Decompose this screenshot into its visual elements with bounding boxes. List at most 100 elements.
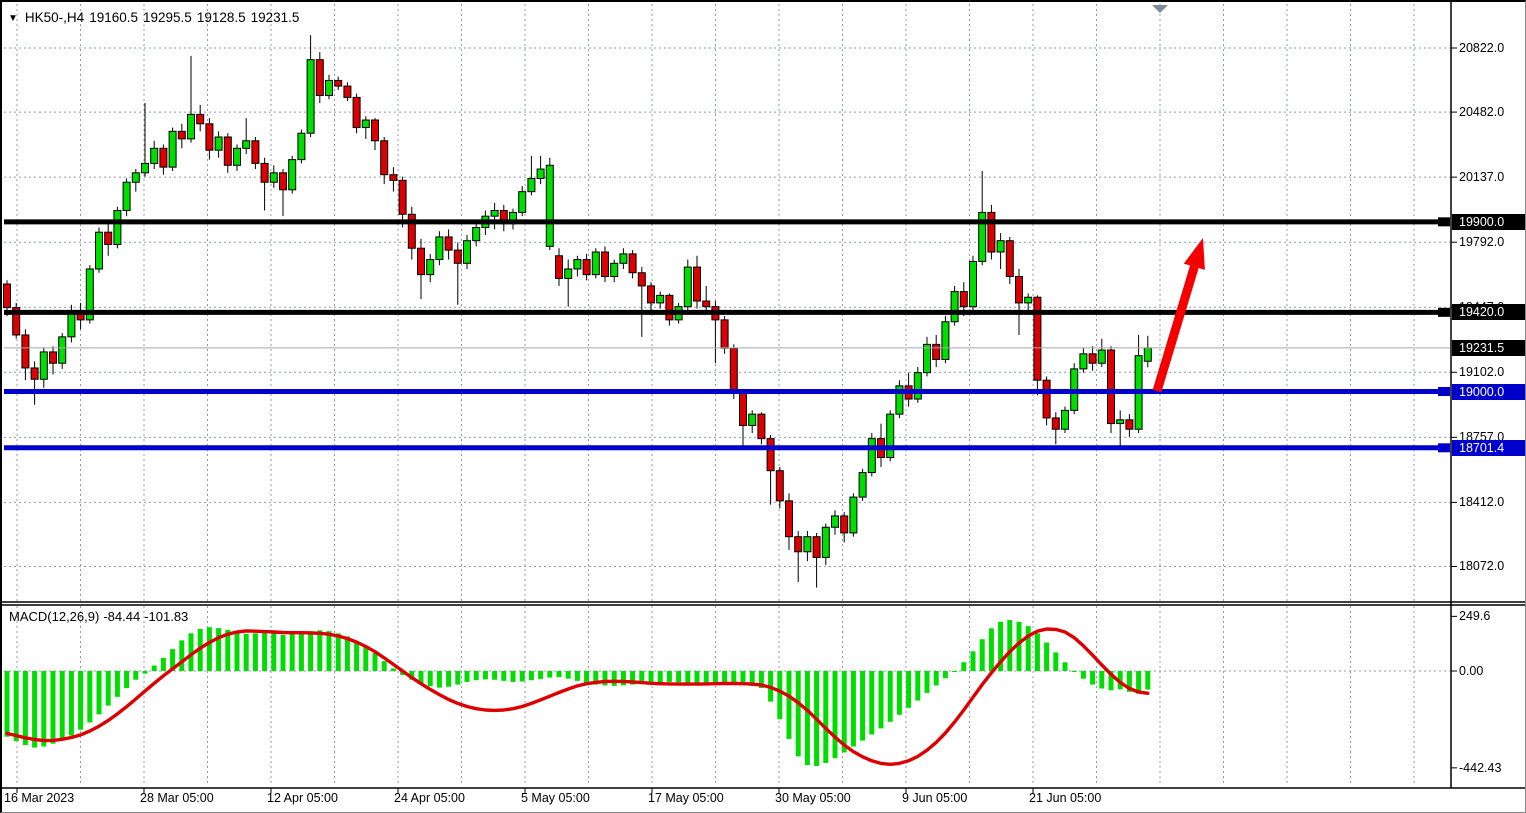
macd-histogram-bar [68,671,74,736]
candlestick [1005,240,1014,278]
candlestick [398,179,407,215]
macd-histogram-bar [1016,621,1022,671]
candlestick [739,392,747,426]
macd-histogram-bar [188,633,194,671]
candlestick [3,283,11,309]
macd-histogram-bar [1145,671,1151,690]
candlestick [950,291,959,323]
macd-histogram-bar [915,671,921,701]
macd-histogram-bar [777,671,783,720]
candlestick [1107,349,1115,425]
macd-histogram-bar [850,671,856,747]
candlestick [297,132,306,161]
macd-histogram-bar [335,633,341,671]
candlestick [177,130,186,140]
macd-histogram-bar [565,671,571,679]
macd-histogram-bar [519,671,525,682]
trend-arrow-shaft[interactable] [1152,265,1199,393]
macd-histogram-bar [1080,671,1086,679]
price-axis-label: 20822.0 [1459,41,1505,55]
macd-histogram-bar [418,671,424,684]
price-axis-label: 20137.0 [1459,170,1505,185]
macd-histogram-bar [344,636,350,671]
macd-histogram-bar [179,640,185,671]
candlestick [794,536,803,553]
candlestick [702,300,711,308]
macd-histogram-bar [574,671,580,681]
macd-histogram-bar [979,639,985,671]
macd-histogram-bar [666,671,672,682]
macd-histogram-bar [464,671,470,682]
macd-histogram-bar [455,671,461,685]
candlestick [748,413,757,426]
macd-histogram-bar [298,632,304,671]
macd-histogram-bar [78,671,84,730]
candlestick [886,413,895,459]
macd-signal-line [5,627,1150,766]
candlestick [1042,379,1051,419]
macd-histogram-bar [234,632,240,671]
candlestick [223,136,232,166]
macd-histogram-bar [1126,671,1132,692]
macd-histogram-bar [676,671,682,683]
price-axis-label: 19792.0 [1459,235,1505,250]
macd-main-value: -84.44 [103,609,141,624]
candlestick [1125,419,1134,430]
candlestick [978,211,987,262]
candlestick [545,164,554,247]
macd-histogram-bar [547,671,553,678]
price-axis-label: 18412.0 [1459,495,1505,510]
ohlc-high: 19295.5 [143,10,192,25]
candlestick [518,191,527,213]
candlestick [867,438,876,474]
macd-histogram-bar [998,621,1004,671]
trend-arrow-head[interactable] [1183,238,1205,270]
candlestick [1088,353,1097,364]
candlestick [12,307,21,336]
candlestick [113,210,122,245]
macd-histogram-bar [1062,662,1068,671]
candlestick [435,236,444,261]
time-axis-label: 9 Jun 05:00 [902,791,968,805]
candlestick [637,272,646,287]
candlestick [536,168,545,179]
macd-histogram-bar [280,634,286,671]
candlestick [591,251,600,276]
macd-histogram-bar [409,671,415,680]
candlestick [527,177,536,193]
time-axis-label: 30 May 05:00 [775,791,851,805]
hline-handle[interactable] [1438,307,1450,317]
macd-histogram-bar [243,633,249,671]
candlestick [785,500,793,538]
candlestick [729,347,738,394]
macd-indicator-label: MACD(12,26,9) -84.44 -101.83 [9,609,192,624]
candlestick [840,515,849,534]
candlestick [619,253,628,264]
macd-histogram-bar [142,671,148,674]
hline-handle[interactable] [1438,443,1450,453]
macd-histogram-bar [501,671,507,681]
candlestick [555,255,563,279]
macd-histogram-bar [354,640,360,671]
candlestick [389,174,398,181]
candlestick [122,181,131,212]
symbol-dropdown-icon[interactable]: ▼ [8,13,18,24]
candlestick [1143,347,1152,362]
candlestick [444,236,453,251]
price-badge-19231.5: 19231.5 [1452,339,1525,356]
macd-histogram-bar [1136,671,1142,694]
macd-histogram-bar [271,633,277,671]
candlestick [775,470,784,502]
hline-handle[interactable] [1438,217,1450,227]
macd-histogram-bar [970,651,976,671]
macd-histogram-bar [630,671,636,685]
candlestick [371,119,379,142]
macd-histogram-bar [648,671,654,684]
hline-handle[interactable] [1438,387,1450,397]
candlestick [279,172,287,191]
chart-shift-icon[interactable] [1152,5,1168,13]
candlestick [895,385,904,415]
macd-signal-value: -101.83 [144,609,189,624]
candlestick [95,231,103,270]
